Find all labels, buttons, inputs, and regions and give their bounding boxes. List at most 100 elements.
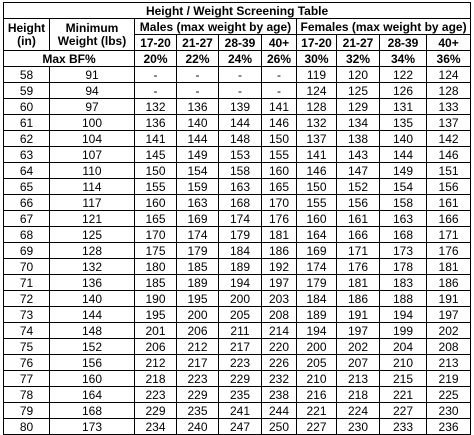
max-bf-value: 26% (261, 50, 297, 67)
height-cell: 67 (3, 210, 50, 227)
female-max-weight-cell: 134 (336, 114, 380, 131)
male-max-weight-cell: - (218, 66, 262, 83)
table-row: 60 97 132 136 139 141 128 129 131 133 (3, 98, 472, 115)
male-max-weight-cell: 200 (218, 290, 262, 307)
min-weight-header-line1: Minimum (65, 20, 119, 35)
table-row: 72 140 190 195 200 203 184 186 188 191 (3, 290, 472, 307)
male-max-weight-cell: 229 (176, 386, 219, 403)
female-max-weight-cell: 124 (425, 66, 472, 83)
height-header: Height (in) (3, 18, 50, 51)
male-max-weight-cell: 136 (134, 114, 177, 131)
table-row: 75 152 206 212 217 220 200 202 204 208 (3, 338, 472, 355)
female-max-weight-cell: 194 (296, 322, 337, 339)
male-max-weight-cell: 169 (176, 210, 219, 227)
male-max-weight-cell: - (176, 82, 219, 99)
female-max-weight-cell: 183 (379, 274, 427, 291)
height-cell: 65 (3, 178, 50, 195)
male-max-weight-cell: 155 (134, 178, 177, 195)
female-max-weight-cell: 146 (425, 146, 472, 163)
male-max-weight-cell: 163 (218, 178, 262, 195)
table-row: 74 148 201 206 211 214 194 197 199 202 (3, 322, 472, 339)
female-max-weight-cell: 205 (296, 354, 337, 371)
female-max-weight-cell: 221 (296, 402, 337, 419)
female-max-weight-cell: 119 (296, 66, 337, 83)
height-cell: 72 (3, 290, 50, 307)
female-max-weight-cell: 164 (296, 226, 337, 243)
male-max-weight-cell: 160 (134, 194, 177, 211)
female-max-weight-cell: 126 (379, 82, 427, 99)
female-max-weight-cell: 202 (336, 338, 380, 355)
female-max-weight-cell: 158 (379, 194, 427, 211)
height-cell: 78 (3, 386, 50, 403)
min-weight-cell: 97 (49, 98, 135, 115)
max-bf-value: 34% (379, 50, 427, 67)
male-max-weight-cell: 165 (134, 210, 177, 227)
male-max-weight-cell: - (134, 66, 177, 83)
age-group-header: 21-27 (336, 34, 380, 51)
female-max-weight-cell: 188 (379, 290, 427, 307)
male-max-weight-cell: 189 (218, 258, 262, 275)
table-row: 71 136 185 189 194 197 179 181 183 186 (3, 274, 472, 291)
table-row: 76 156 212 217 223 226 205 207 210 213 (3, 354, 472, 371)
female-max-weight-cell: 176 (425, 242, 472, 259)
min-weight-header-line2: Weight (lbs) (57, 33, 127, 48)
table-title: Height / Weight Screening Table (2, 2, 472, 19)
females-header: Females (max weight by age) (295, 18, 472, 35)
male-max-weight-cell: 175 (134, 242, 177, 259)
min-weight-cell: 152 (49, 338, 135, 355)
height-cell: 74 (3, 322, 50, 339)
min-weight-cell: 136 (49, 274, 135, 291)
min-weight-cell: 121 (49, 210, 135, 227)
min-weight-cell: 110 (49, 162, 135, 179)
height-cell: 76 (3, 354, 50, 371)
female-max-weight-cell: 150 (296, 178, 337, 195)
female-max-weight-cell: 181 (336, 274, 380, 291)
table-row: 69 128 175 179 184 186 169 171 173 176 (3, 242, 472, 259)
female-max-weight-cell: 204 (379, 338, 427, 355)
female-max-weight-cell: 230 (425, 402, 472, 419)
age-group-header: 40+ (261, 34, 297, 51)
male-max-weight-cell: 232 (261, 370, 297, 387)
female-max-weight-cell: 194 (379, 306, 427, 323)
height-cell: 64 (3, 162, 50, 179)
male-max-weight-cell: - (261, 66, 297, 83)
male-max-weight-cell: 192 (261, 258, 297, 275)
female-max-weight-cell: 161 (336, 210, 380, 227)
male-max-weight-cell: 168 (218, 194, 262, 211)
min-weight-cell: 148 (49, 322, 135, 339)
male-max-weight-cell: 223 (176, 370, 219, 387)
table-row: 78 164 223 229 235 238 216 218 221 225 (3, 386, 472, 403)
male-max-weight-cell: 186 (261, 242, 297, 259)
male-max-weight-cell: 185 (134, 274, 177, 291)
female-max-weight-cell: 207 (336, 354, 380, 371)
male-max-weight-cell: 190 (134, 290, 177, 307)
height-cell: 68 (3, 226, 50, 243)
min-weight-cell: 156 (49, 354, 135, 371)
height-cell: 79 (3, 402, 50, 419)
age-group-header: 28-39 (379, 34, 427, 51)
female-max-weight-cell: 216 (296, 386, 337, 403)
age-group-header: 17-20 (296, 34, 337, 51)
female-max-weight-cell: 122 (379, 66, 427, 83)
min-weight-cell: 94 (49, 82, 135, 99)
table-row: 61 100 136 140 144 146 132 134 135 137 (3, 114, 472, 131)
female-max-weight-cell: 191 (425, 290, 472, 307)
female-max-weight-cell: 160 (296, 210, 337, 227)
male-max-weight-cell: 165 (261, 178, 297, 195)
male-max-weight-cell: 212 (134, 354, 177, 371)
height-cell: 60 (3, 98, 50, 115)
male-max-weight-cell: 181 (261, 226, 297, 243)
male-max-weight-cell: 244 (261, 402, 297, 419)
height-header-line1: Height (7, 20, 46, 35)
female-max-weight-cell: 174 (296, 258, 337, 275)
male-max-weight-cell: 194 (218, 274, 262, 291)
height-cell: 62 (3, 130, 50, 147)
table-body: 58 91- - - -119 120 122 124 59 94- - - -124 125 126 128… (3, 66, 472, 435)
max-bf-value: 30% (296, 50, 337, 67)
female-max-weight-cell: 221 (379, 386, 427, 403)
male-max-weight-cell: 136 (176, 98, 219, 115)
age-group-header: 21-27 (176, 34, 219, 51)
female-max-weight-cell: 213 (425, 354, 472, 371)
female-max-weight-cell: 128 (425, 82, 472, 99)
